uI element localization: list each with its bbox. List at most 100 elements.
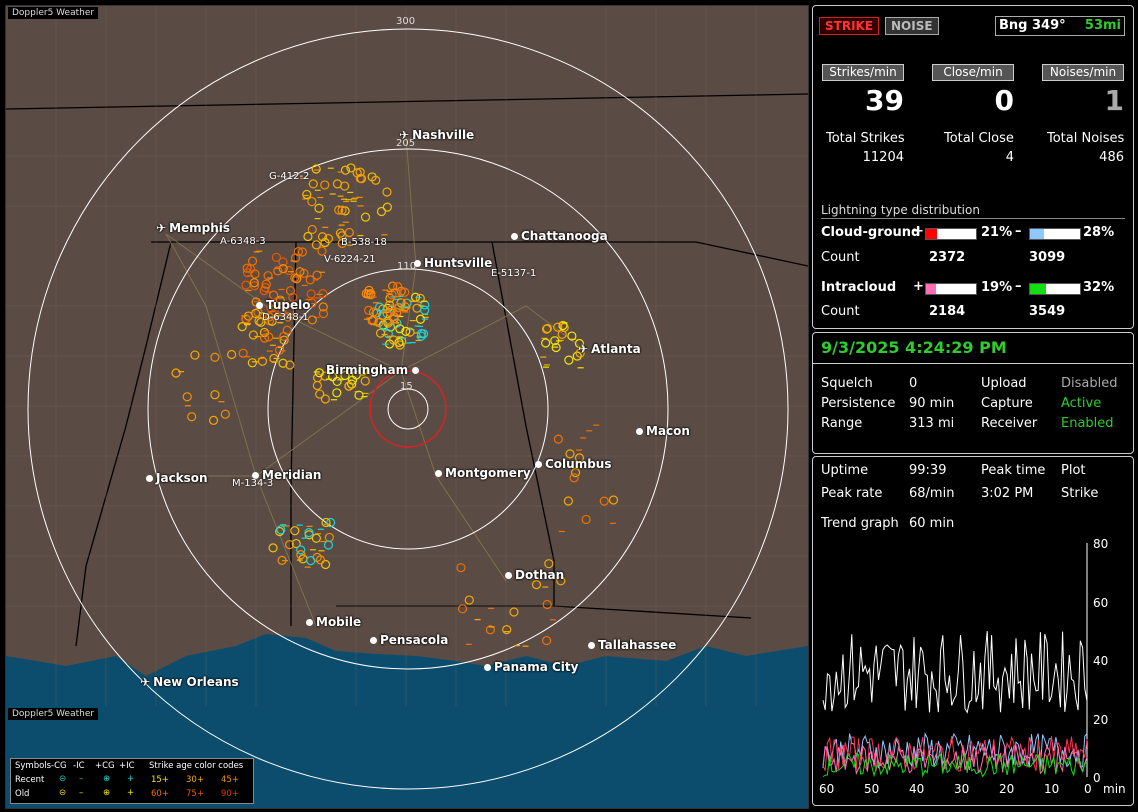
strike-marker	[182, 392, 192, 402]
legend-col: +CG	[95, 761, 115, 771]
strike-marker	[557, 329, 567, 339]
lightning-map[interactable]: Doppler5 Weather Doppler5 Weather 300 20…	[5, 5, 809, 809]
city-dothan[interactable]: Dothan	[505, 568, 564, 582]
cg-pos-count: 2372	[929, 250, 966, 265]
ic-count-label: Count	[821, 304, 860, 319]
city-new-orleans[interactable]: ✈ New Orleans	[140, 675, 239, 689]
storm-label[interactable]: M-134-3	[232, 478, 274, 489]
brand-label-bottom: Doppler5 Weather	[8, 708, 99, 720]
city-tallahassee[interactable]: Tallahassee	[588, 638, 676, 652]
storm-label[interactable]: D-6348-1	[262, 312, 309, 323]
storm-label[interactable]: B-538-18	[341, 237, 387, 248]
strike-marker	[405, 327, 415, 337]
upload-value[interactable]: Disabled	[1061, 376, 1118, 391]
trend-window-value[interactable]: 60 min	[909, 516, 955, 531]
strike-marker	[279, 335, 289, 345]
city-macon[interactable]: Macon	[636, 424, 690, 438]
strike-marker	[241, 280, 251, 290]
strike-marker	[354, 390, 364, 400]
strike-marker	[257, 356, 268, 366]
strike-marker	[269, 290, 279, 300]
city-dot-icon	[146, 475, 153, 482]
strike-marker	[509, 607, 519, 617]
city-huntsville[interactable]: Huntsville	[414, 256, 492, 270]
strike-tab[interactable]: STRIKE	[819, 17, 880, 35]
upload-label: Upload	[981, 376, 1027, 391]
strike-marker	[574, 338, 585, 349]
strike-marker	[307, 224, 317, 235]
ic-pos-percent: 19%	[981, 280, 1013, 295]
y-tick-80: 80	[1093, 537, 1109, 551]
county-lines	[6, 6, 808, 706]
storm-label[interactable]: G-412-2	[269, 171, 310, 182]
receiver-value[interactable]: Enabled	[1061, 416, 1114, 431]
strike-marker	[268, 543, 278, 553]
strike-marker	[190, 350, 200, 360]
city-dot-icon	[636, 428, 643, 435]
city-columbus[interactable]: Columbus	[535, 457, 612, 471]
strike-marker	[400, 302, 410, 312]
strike-marker	[464, 595, 474, 605]
storm-label[interactable]: V-6224-21	[324, 254, 376, 265]
noises-per-min-header[interactable]: Noises/min	[1042, 64, 1124, 81]
strike-marker	[324, 532, 334, 543]
close-per-min-header[interactable]: Close/min	[932, 64, 1014, 81]
city-birmingham[interactable]: Birmingham	[326, 363, 422, 377]
city-jackson[interactable]: Jackson	[146, 471, 208, 485]
highways	[156, 135, 587, 627]
city-nashville[interactable]: ✈ Nashville	[399, 128, 475, 142]
ring-label-300: 300	[396, 16, 416, 27]
strike-marker	[318, 302, 328, 312]
total-noises-label: Total Noises	[1047, 131, 1125, 146]
strike-marker	[187, 412, 197, 422]
intracloud-label: Intracloud	[821, 280, 897, 295]
strike-marker	[296, 545, 306, 555]
trend-graph-label: Trend graph	[821, 516, 899, 531]
neg-ic-old-icon: –	[79, 788, 84, 798]
minus-sign: –	[1015, 279, 1022, 294]
city-tupelo[interactable]: Tupelo	[256, 298, 311, 312]
strike-marker	[210, 352, 220, 362]
city-chattanooga[interactable]: Chattanooga	[511, 229, 608, 243]
receiver-label: Receiver	[981, 416, 1038, 431]
storm-label[interactable]: E-5137-1	[491, 268, 537, 279]
strike-marker	[376, 206, 387, 217]
strike-marker	[264, 332, 274, 342]
capture-value[interactable]: Active	[1061, 396, 1102, 411]
city-memphis[interactable]: ✈ Memphis	[156, 221, 231, 235]
strike-marker	[364, 305, 374, 315]
strike-marker	[541, 324, 552, 334]
legend-col: -CG	[51, 761, 67, 771]
strike-marker	[323, 234, 334, 244]
total-close-value: 4	[1005, 150, 1014, 165]
strike-marker	[368, 307, 379, 317]
strike-marker	[575, 348, 585, 358]
strike-marker	[570, 467, 581, 478]
city-pensacola[interactable]: Pensacola	[370, 633, 448, 647]
city-panama-city[interactable]: Panama City	[484, 660, 578, 674]
strike-marker	[297, 247, 307, 257]
brand-label: Doppler5 Weather	[8, 7, 99, 19]
city-mobile[interactable]: Mobile	[306, 615, 361, 629]
strikes-per-min-header[interactable]: Strikes/min	[822, 64, 904, 81]
strike-marker	[312, 270, 322, 280]
strike-marker	[550, 336, 560, 346]
city-meridian[interactable]: Meridian	[252, 468, 321, 482]
airport-icon: ✈	[578, 342, 589, 356]
strike-marker	[321, 517, 331, 528]
strike-marker	[367, 316, 377, 326]
strike-marker	[278, 358, 288, 368]
noise-tab[interactable]: NOISE	[885, 17, 939, 35]
cg-neg-percent: 28%	[1083, 225, 1115, 240]
strike-marker	[320, 394, 331, 404]
city-montgomery[interactable]: Montgomery	[435, 466, 531, 480]
storm-label[interactable]: A-6348-3	[220, 236, 266, 247]
plot-value[interactable]: Strike	[1061, 486, 1099, 501]
range-value: 313 mi	[909, 416, 955, 431]
legend-col: -IC	[73, 761, 85, 771]
datetime-display: 9/3/2025 4:24:29 PM	[821, 338, 1007, 357]
total-noises-value: 486	[1099, 150, 1124, 165]
strike-marker	[250, 269, 260, 279]
city-atlanta[interactable]: ✈ Atlanta	[578, 342, 641, 356]
strike-marker	[295, 267, 305, 277]
